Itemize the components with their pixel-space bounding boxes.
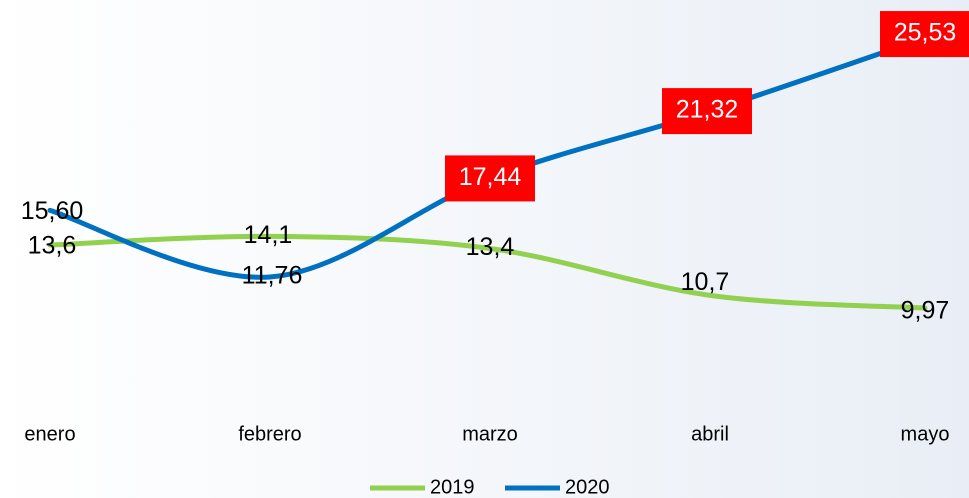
data-label: 17,44 (459, 163, 522, 191)
series-line (47, 233, 928, 311)
label-box (662, 88, 752, 135)
label-box (880, 11, 969, 58)
x-tick-label: enero (24, 423, 75, 445)
data-label: 15,60 (21, 197, 84, 225)
data-label: 25,53 (894, 19, 957, 47)
data-label: 13,6 (28, 232, 77, 260)
x-tick-label: febrero (238, 423, 301, 445)
legend-label: 2020 (565, 476, 610, 498)
data-label: 9,97 (901, 297, 950, 325)
x-tick-label: abril (691, 423, 729, 445)
data-label: 21,32 (676, 96, 739, 124)
data-label: 13,4 (466, 233, 515, 261)
x-tick-label: mayo (901, 423, 950, 445)
label-box (445, 155, 535, 202)
data-label: 10,7 (681, 268, 730, 296)
legend-label: 2019 (430, 476, 475, 498)
data-label: 11,76 (242, 262, 303, 290)
x-tick-label: marzo (462, 423, 518, 445)
data-label: 14,1 (244, 221, 293, 249)
